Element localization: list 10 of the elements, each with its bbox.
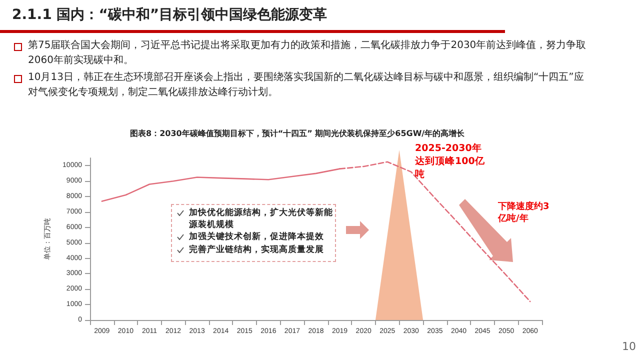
annotation: 2025-2030年达到顶峰100亿吨 — [415, 142, 485, 181]
annotation: 加强关键技术创新，促进降本提效 — [189, 231, 325, 243]
annotation: 完善产业链结构，实现高质量发展 — [189, 244, 325, 256]
annotation: 下降速度约3亿吨/年 — [498, 201, 550, 225]
text: 10 — [622, 340, 636, 353]
annotation: 加快优化能源结构，扩大光伏等新能源装机规模 — [189, 207, 333, 231]
text: 第75届联合国大会期间，习近平总书记提出将采取更加有力的政策和措施，二氧化碳排放力争于2030年前达到峰值，努力争取2060年前实现碳中和。 — [28, 38, 588, 68]
chart-subtitle: 图表8：2030年碳峰值预期目标下，预计“十四五” 期间光伏装机保持至少65GW/年的高增长 — [130, 128, 465, 139]
chart-title: 2.1.1 国内：“碳中和”目标引领中国绿色能源变革 — [12, 6, 328, 24]
text: 10月13日，韩正在生态环境部召开座谈会上指出，要围绕落实我国新的二氧化碳达峰目标与碳中和愿景，组织编制“十四五”应对气候变化专项规划，制定二氧化碳排放达峰行动计划。 — [28, 70, 585, 100]
